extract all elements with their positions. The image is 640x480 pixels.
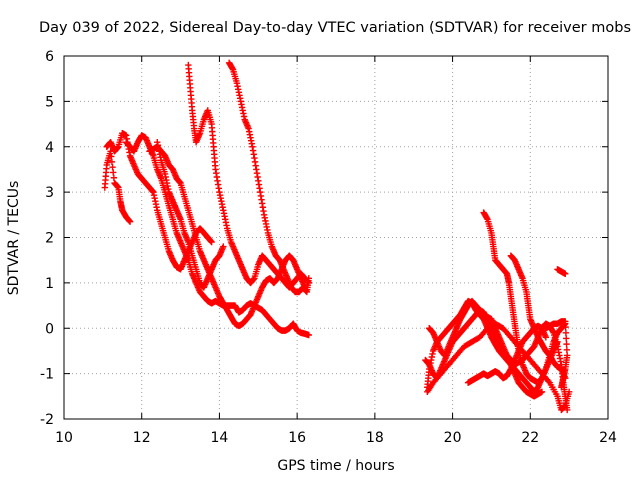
data-point <box>565 388 573 395</box>
series-trace-15 <box>554 266 569 277</box>
data-point <box>305 331 312 339</box>
data-point <box>562 270 569 277</box>
series-trace-14 <box>507 252 569 382</box>
data-point <box>208 238 215 246</box>
data-point <box>563 346 571 354</box>
y-axis-label: SDTVAR / TECUs <box>6 181 22 296</box>
y-tick-label: 6 <box>45 49 54 65</box>
x-tick-label: 14 <box>211 430 229 446</box>
axis-ticks <box>63 55 609 420</box>
chart-title: Day 039 of 2022, Sidereal Day-to-day VTE… <box>39 20 631 36</box>
data-point <box>538 388 546 395</box>
x-tick-label: 24 <box>599 430 617 446</box>
y-tick-label: -1 <box>40 367 54 383</box>
series-trace-4 <box>146 143 309 330</box>
x-axis-label: GPS time / hours <box>277 458 394 474</box>
series-trace-3 <box>122 132 312 339</box>
series-trace-13 <box>480 209 569 386</box>
series-trace-7 <box>154 139 227 291</box>
y-tick-label: -2 <box>40 412 54 428</box>
data-point <box>562 323 569 331</box>
series-trace-1 <box>101 148 134 225</box>
y-tick-label: 5 <box>45 94 54 110</box>
series-trace-16 <box>542 318 571 391</box>
data-point <box>564 406 571 414</box>
y-tick-label: 0 <box>45 321 54 337</box>
data-point <box>563 335 570 342</box>
data-point <box>562 318 569 325</box>
y-tick-label: 2 <box>45 231 54 247</box>
x-tick-label: 16 <box>288 430 306 446</box>
grid-lines <box>64 56 608 419</box>
data-point <box>558 384 565 391</box>
data-point <box>542 334 550 341</box>
data-points <box>101 59 573 414</box>
y-tick-label: 3 <box>45 185 54 201</box>
x-tick-label: 22 <box>521 430 539 446</box>
y-tick-label: 4 <box>45 140 54 156</box>
x-tick-label: 20 <box>444 430 462 446</box>
series-trace-6 <box>225 59 312 296</box>
series-trace-12 <box>464 322 550 386</box>
x-tick-label: 12 <box>133 430 151 446</box>
data-point <box>562 329 570 336</box>
x-tick-label: 18 <box>366 430 384 446</box>
y-tick-labels: -2 -1 0 1 2 3 4 5 6 <box>40 49 54 428</box>
data-point <box>126 218 134 225</box>
y-tick-label: 1 <box>45 276 54 292</box>
series-trace-2 <box>103 129 215 273</box>
data-point <box>563 340 570 348</box>
data-point <box>305 275 312 282</box>
x-tick-label: 10 <box>55 430 73 446</box>
data-point <box>220 243 227 250</box>
series-trace-5 <box>185 61 312 291</box>
x-tick-labels: 10 12 14 16 18 20 22 24 <box>55 430 617 446</box>
